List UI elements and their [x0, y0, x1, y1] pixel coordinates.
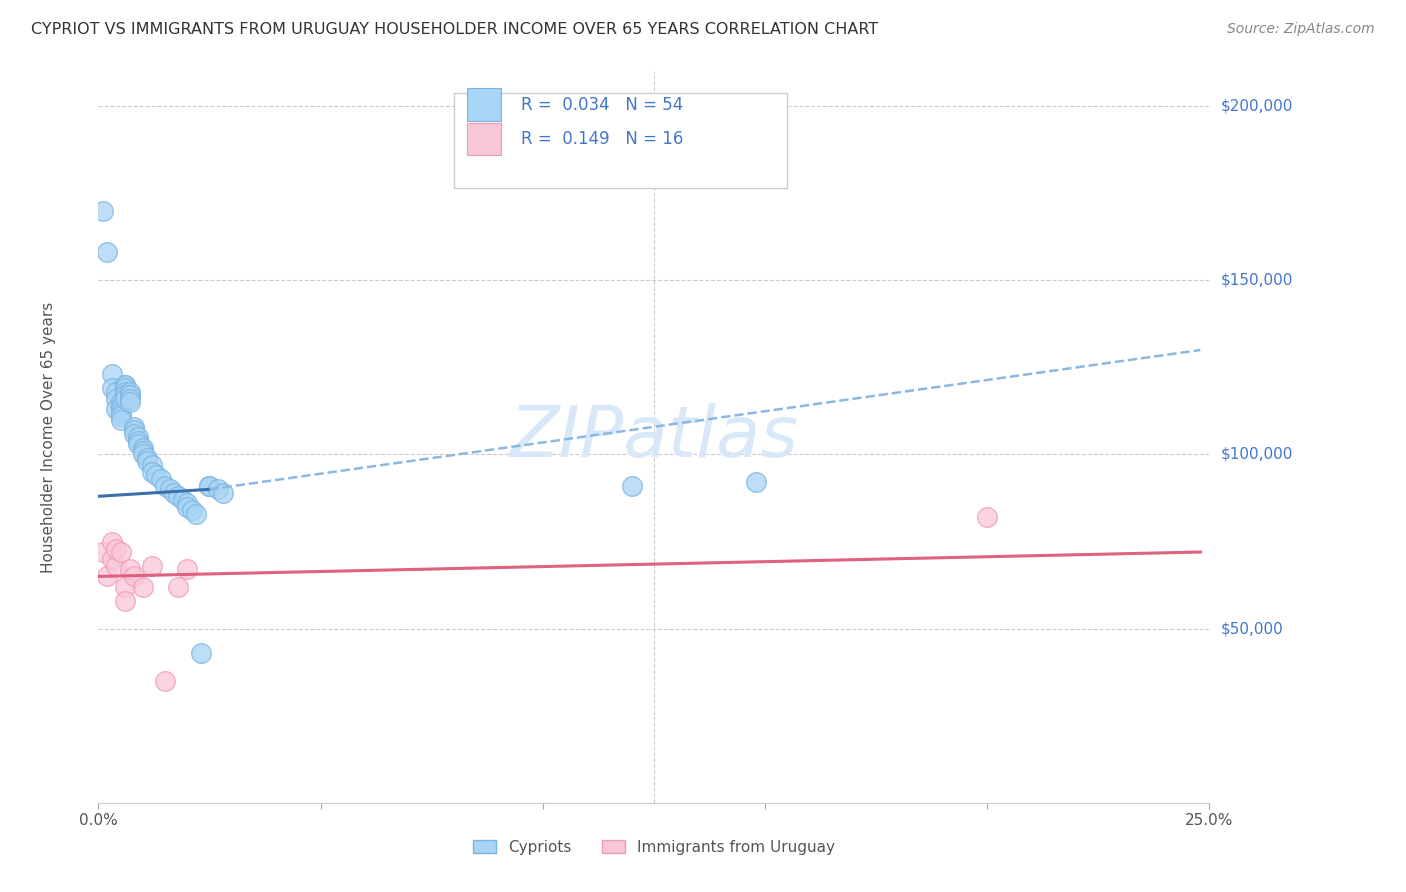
Point — [163, 485, 186, 500]
Point — [149, 472, 172, 486]
Point — [153, 479, 176, 493]
Point — [976, 510, 998, 524]
Point — [114, 377, 136, 392]
Point — [105, 384, 128, 399]
Point — [110, 395, 132, 409]
Point — [176, 496, 198, 510]
Point — [198, 479, 221, 493]
Point — [114, 388, 136, 402]
Point — [141, 558, 163, 573]
Point — [176, 562, 198, 576]
Point — [100, 552, 122, 566]
Point — [96, 569, 118, 583]
Point — [114, 381, 136, 395]
Point — [100, 368, 122, 382]
Point — [114, 580, 136, 594]
Text: $200,000: $200,000 — [1220, 99, 1292, 113]
Point — [122, 426, 145, 441]
Text: $100,000: $100,000 — [1220, 447, 1292, 462]
Point — [118, 384, 141, 399]
Point — [118, 392, 141, 406]
Point — [153, 673, 176, 688]
Point — [167, 580, 190, 594]
Point — [190, 646, 212, 660]
Point — [198, 479, 221, 493]
Point — [114, 392, 136, 406]
Point — [127, 434, 149, 448]
Point — [132, 448, 155, 462]
Point — [145, 468, 167, 483]
Text: $150,000: $150,000 — [1220, 273, 1292, 288]
Point — [114, 594, 136, 608]
Text: R =  0.034   N = 54: R = 0.034 N = 54 — [520, 96, 683, 114]
Point — [118, 388, 141, 402]
Point — [110, 409, 132, 424]
Text: CYPRIOT VS IMMIGRANTS FROM URUGUAY HOUSEHOLDER INCOME OVER 65 YEARS CORRELATION : CYPRIOT VS IMMIGRANTS FROM URUGUAY HOUSE… — [31, 22, 879, 37]
Point — [186, 507, 208, 521]
Point — [110, 545, 132, 559]
Point — [620, 479, 643, 493]
Text: Householder Income Over 65 years: Householder Income Over 65 years — [41, 301, 56, 573]
Point — [180, 503, 202, 517]
Point — [141, 465, 163, 479]
Point — [110, 412, 132, 426]
Point — [91, 203, 114, 218]
Point — [122, 419, 145, 434]
Point — [91, 545, 114, 559]
FancyBboxPatch shape — [454, 94, 787, 188]
Point — [105, 392, 128, 406]
Point — [122, 569, 145, 583]
Point — [132, 580, 155, 594]
Point — [176, 500, 198, 514]
Point — [100, 381, 122, 395]
Point — [114, 384, 136, 399]
Point — [127, 430, 149, 444]
Point — [114, 377, 136, 392]
FancyBboxPatch shape — [467, 88, 501, 121]
Point — [745, 475, 768, 490]
Point — [110, 402, 132, 417]
Text: $50,000: $50,000 — [1220, 621, 1284, 636]
Point — [132, 441, 155, 455]
Text: ZIPatlas: ZIPatlas — [509, 402, 799, 472]
Point — [110, 399, 132, 413]
Point — [211, 485, 233, 500]
Point — [118, 562, 141, 576]
Point — [105, 541, 128, 556]
Text: R =  0.149   N = 16: R = 0.149 N = 16 — [520, 130, 683, 148]
Point — [159, 483, 181, 497]
Point — [100, 534, 122, 549]
Point — [122, 423, 145, 437]
Point — [105, 558, 128, 573]
Point — [141, 458, 163, 472]
Text: Source: ZipAtlas.com: Source: ZipAtlas.com — [1227, 22, 1375, 37]
Point — [167, 489, 190, 503]
Point — [110, 406, 132, 420]
Point — [172, 492, 194, 507]
Point — [132, 444, 155, 458]
Point — [136, 450, 159, 465]
Point — [127, 437, 149, 451]
Point — [207, 483, 229, 497]
Point — [105, 402, 128, 417]
Point — [118, 395, 141, 409]
Point — [96, 245, 118, 260]
FancyBboxPatch shape — [467, 122, 501, 155]
Point — [136, 454, 159, 468]
Legend: Cypriots, Immigrants from Uruguay: Cypriots, Immigrants from Uruguay — [467, 834, 841, 861]
